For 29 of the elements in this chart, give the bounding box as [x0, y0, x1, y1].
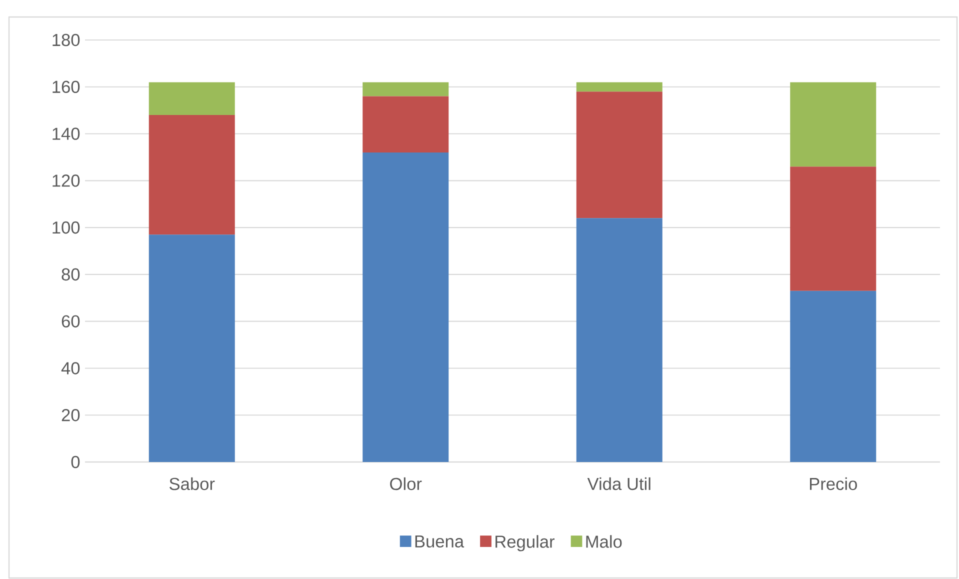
- y-tick-label: 60: [62, 315, 80, 328]
- legend-label: Buena: [415, 535, 464, 548]
- bar: [576, 82, 662, 92]
- x-tick-label: Vida Util: [587, 477, 650, 490]
- bar: [148, 234, 235, 462]
- x-tick-label: Olor: [390, 477, 422, 490]
- y-tick-label: 140: [52, 128, 80, 140]
- bar: [790, 82, 876, 167]
- legend-label: Malo: [586, 535, 622, 548]
- bar: [790, 166, 876, 291]
- bar: [362, 82, 449, 96]
- y-tick-label: 180: [52, 34, 80, 46]
- bar: [362, 96, 449, 153]
- y-tick-label: 120: [52, 174, 80, 187]
- legend-label: Regular: [496, 535, 555, 552]
- bar: [362, 152, 449, 462]
- y-tick-label: 0: [71, 456, 80, 468]
- bar: [576, 218, 662, 462]
- y-tick-label: 20: [62, 408, 80, 422]
- x-tick-label: Sabor: [170, 477, 215, 490]
- y-tick-label: 80: [62, 268, 80, 281]
- bar: [148, 82, 235, 116]
- bar: [576, 92, 662, 218]
- x-tick-label: Precio: [810, 477, 857, 490]
- y-tick-label: 100: [52, 221, 80, 234]
- bar: [790, 290, 876, 462]
- bar: [148, 115, 235, 235]
- y-tick-label: 40: [61, 362, 80, 374]
- y-tick-label: 160: [52, 80, 80, 94]
